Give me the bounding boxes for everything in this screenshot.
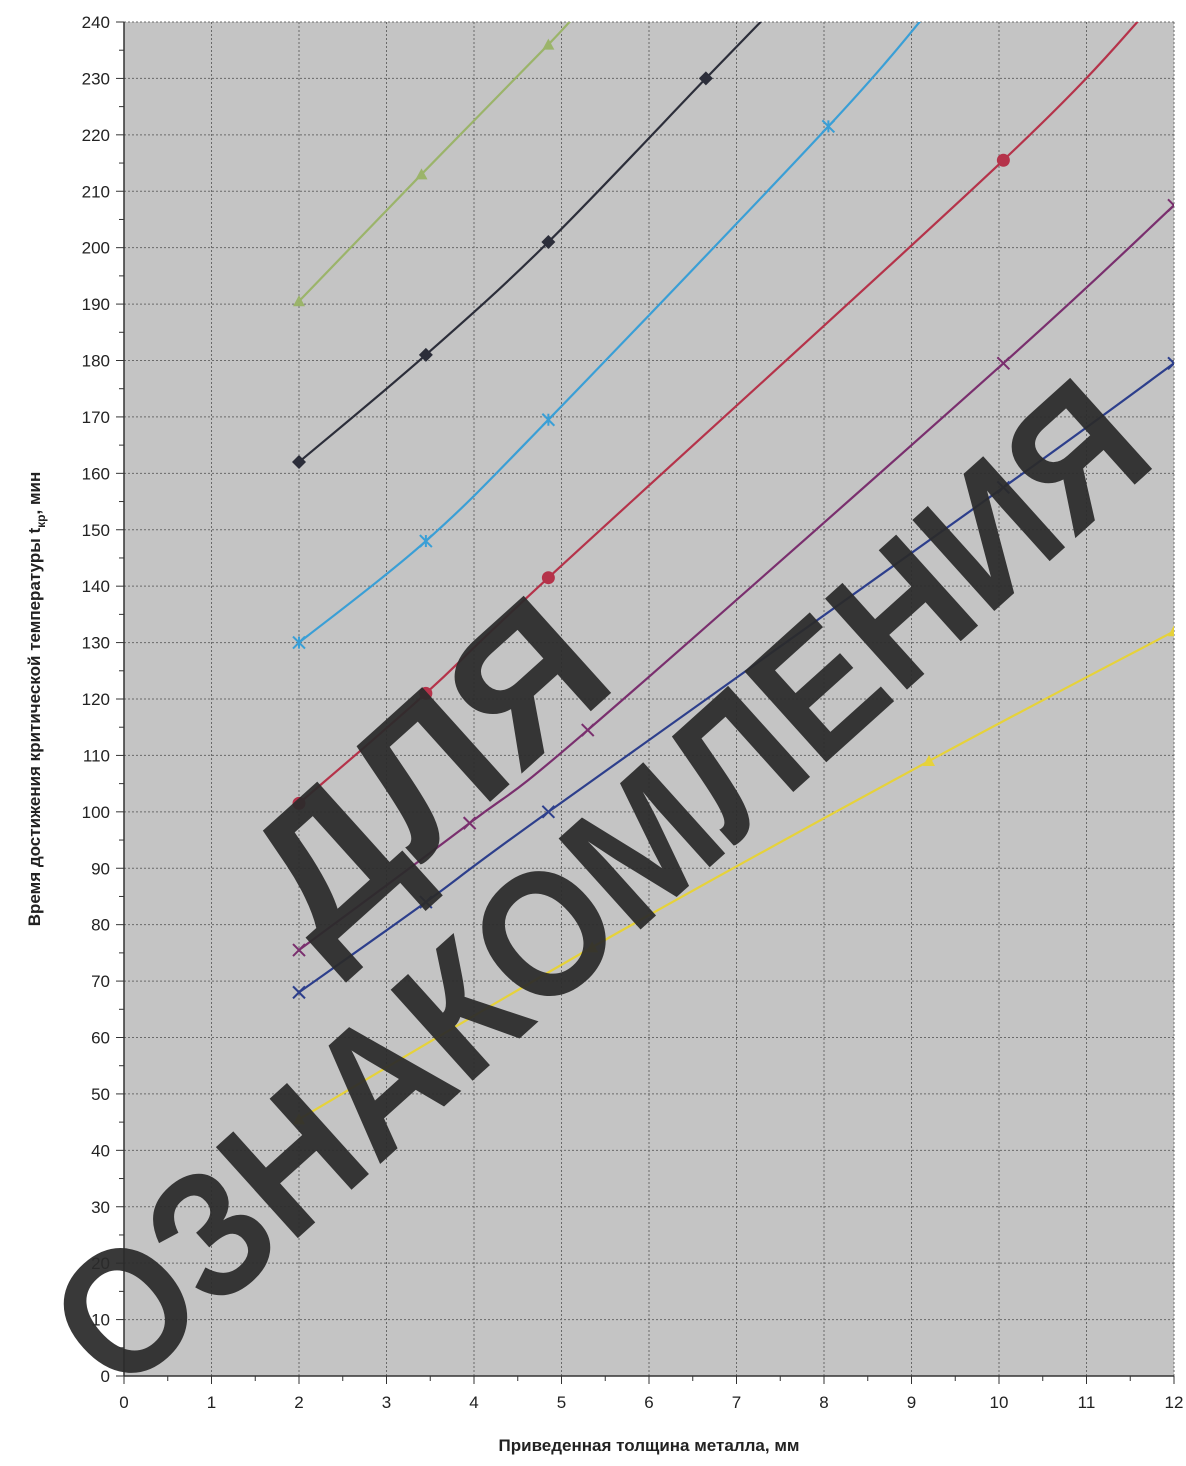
data-point-x-stroke xyxy=(1167,198,1174,207)
data-point-diamond xyxy=(418,347,433,362)
y-tick-label: 180 xyxy=(82,352,110,371)
series-line-7 xyxy=(298,630,1174,1121)
y-tick-label: 50 xyxy=(91,1085,110,1104)
data-point-x xyxy=(1167,198,1174,213)
data-point-triangle xyxy=(415,168,428,180)
x-tick-label: 0 xyxy=(119,1393,128,1412)
data-point-star xyxy=(821,119,836,134)
x-tick-label: 11 xyxy=(1078,1393,1096,1412)
y-tick-label: 230 xyxy=(82,69,110,88)
y-tick-label: 90 xyxy=(91,859,110,878)
y-axis-title-subscript: кр xyxy=(34,514,48,527)
y-tick-label: 210 xyxy=(82,182,110,201)
x-tick-label: 2 xyxy=(294,1393,303,1412)
data-point-x xyxy=(1167,356,1174,371)
x-tick-label: 8 xyxy=(819,1393,828,1412)
data-point-x xyxy=(462,816,477,830)
y-tick-label: 140 xyxy=(82,577,110,596)
data-point-x-stroke xyxy=(292,943,306,957)
x-tick-label: 9 xyxy=(907,1393,916,1412)
data-point-circle xyxy=(419,686,433,700)
x-axis-title: Приведенная толщина металла, мм xyxy=(499,1436,800,1455)
y-tick-label: 170 xyxy=(82,408,110,427)
y-tick-label: 40 xyxy=(91,1141,110,1160)
y-tick-label: 100 xyxy=(82,803,110,822)
x-tick-label: 6 xyxy=(644,1393,653,1412)
y-tick-label: 240 xyxy=(82,13,110,32)
data-point-x-stroke xyxy=(581,723,595,737)
y-tick-label: 130 xyxy=(82,634,110,653)
data-point-x-stroke xyxy=(1167,203,1174,213)
y-tick-label: 20 xyxy=(91,1254,110,1273)
x-tick-label: 5 xyxy=(557,1393,566,1412)
y-axis-title-main: Время достижения критической температуры… xyxy=(25,528,44,927)
data-point-triangle xyxy=(293,295,305,307)
grid-lines xyxy=(124,21,1175,1376)
y-tick-label: 60 xyxy=(91,1029,110,1048)
data-point-x xyxy=(541,805,556,819)
y-tick-label: 80 xyxy=(91,916,110,935)
y-tick-label: 0 xyxy=(101,1367,110,1386)
data-point-triangle xyxy=(293,1113,305,1125)
x-tick-label: 1 xyxy=(207,1393,216,1412)
data-point-x xyxy=(996,356,1011,371)
data-point-triangle xyxy=(586,941,599,953)
data-point-triangle xyxy=(1168,625,1174,637)
x-tick-label: 12 xyxy=(1165,1393,1184,1412)
data-point-x xyxy=(996,480,1011,495)
data-point-x-stroke xyxy=(541,805,556,819)
y-tick-label: 30 xyxy=(91,1198,110,1217)
data-point-x-stroke xyxy=(996,356,1011,371)
data-point-circle xyxy=(996,153,1010,167)
x-tick-label: 7 xyxy=(732,1393,741,1412)
y-tick-label: 70 xyxy=(91,972,110,991)
y-tick-label: 10 xyxy=(91,1311,110,1330)
data-point-diamond xyxy=(541,235,556,250)
markers-group xyxy=(292,38,1174,1125)
data-point-x xyxy=(292,943,306,957)
y-tick-label: 190 xyxy=(82,295,110,314)
series-line-5 xyxy=(298,204,1174,951)
y-tick-label: 120 xyxy=(82,690,110,709)
data-point-x-stroke xyxy=(419,895,433,909)
data-point-x xyxy=(581,723,595,737)
tick-labels: 0 1 2 3 4 5 6 7 8 9 10 11 12010203040506070809010011… xyxy=(82,13,1184,1412)
data-point-star xyxy=(292,635,306,650)
series-line-6 xyxy=(298,362,1174,994)
data-point-x-stroke xyxy=(292,985,306,1000)
y-tick-label: 160 xyxy=(82,464,110,483)
data-point-x-stroke xyxy=(996,480,1011,495)
data-point-circle xyxy=(292,796,306,810)
series-line-4 xyxy=(298,22,1139,805)
series-line-1 xyxy=(298,22,571,303)
y-tick-label: 220 xyxy=(82,126,110,145)
y-axis-title-tail: , мин xyxy=(25,472,44,515)
data-point-x xyxy=(419,895,433,909)
data-point-x-stroke xyxy=(1167,356,1174,365)
y-tick-label: 110 xyxy=(83,746,110,765)
y-tick-label: 200 xyxy=(82,239,110,258)
data-point-x xyxy=(292,985,306,1000)
data-point-diamond xyxy=(698,71,713,86)
data-point-diamond xyxy=(292,455,306,470)
x-tick-label: 4 xyxy=(469,1393,478,1412)
x-tick-label: 10 xyxy=(990,1393,1009,1412)
data-point-x-stroke xyxy=(1167,361,1174,371)
data-point-star xyxy=(541,413,556,427)
data-point-x-stroke xyxy=(462,816,477,830)
series-line-3 xyxy=(298,22,921,644)
y-tick-label: 150 xyxy=(82,521,110,540)
data-point-triangle xyxy=(542,38,555,50)
x-tick-label: 3 xyxy=(382,1393,391,1412)
y-axis-title: Время достижения критической температуры… xyxy=(25,472,48,927)
data-point-triangle xyxy=(923,755,935,767)
data-point-circle xyxy=(541,571,555,585)
axes xyxy=(116,21,1175,1384)
data-point-star xyxy=(419,534,433,548)
